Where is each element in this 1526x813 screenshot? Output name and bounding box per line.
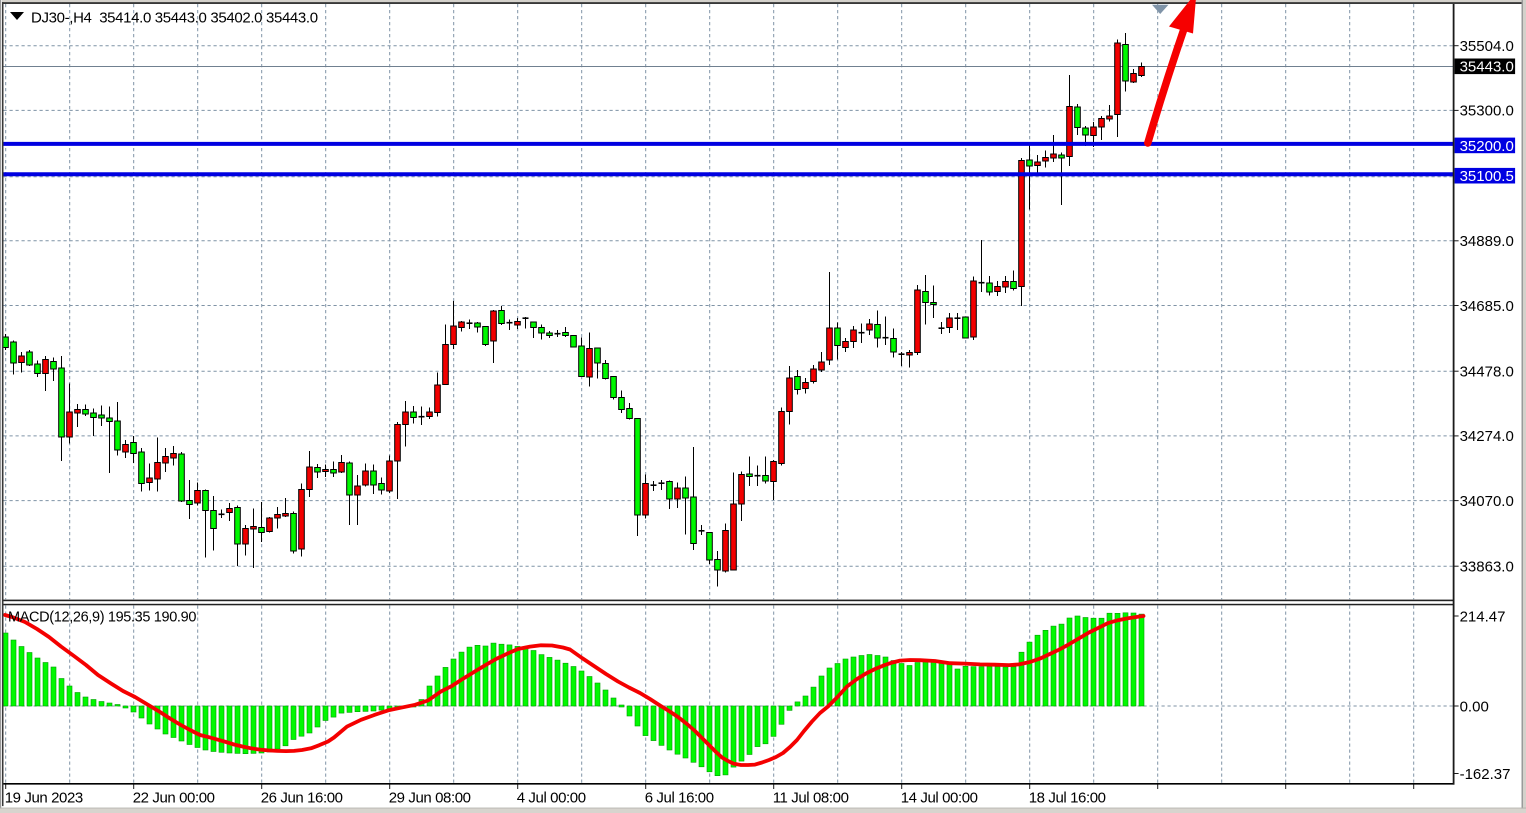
svg-text:34685.0: 34685.0 [1460,298,1514,315]
svg-text:DJ30-,H4 35414.0 35443.0 3540: DJ30-,H4 35414.0 35443.0 35402.0 35443.0 [31,10,318,27]
svg-text:34478.0: 34478.0 [1460,364,1514,381]
svg-text:29 Jun 08:00: 29 Jun 08:00 [389,789,471,806]
svg-text:MACD(12,26,9) 195.35 190.90: MACD(12,26,9) 195.35 190.90 [8,610,196,626]
svg-text:18 Jul 16:00: 18 Jul 16:00 [1029,789,1106,806]
svg-text:34274.0: 34274.0 [1460,428,1514,445]
svg-text:35300.0: 35300.0 [1460,103,1514,120]
svg-text:4 Jul 00:00: 4 Jul 00:00 [517,789,586,806]
svg-text:19 Jun 2023: 19 Jun 2023 [5,789,83,806]
svg-text:35443.0: 35443.0 [1460,59,1514,76]
svg-text:33863.0: 33863.0 [1460,559,1514,576]
svg-text:14 Jul 00:00: 14 Jul 00:00 [901,789,978,806]
svg-text:34889.0: 34889.0 [1460,233,1514,250]
svg-text:35100.5: 35100.5 [1460,168,1514,185]
svg-text:-162.37: -162.37 [1460,766,1511,783]
svg-text:6 Jul 16:00: 6 Jul 16:00 [645,789,714,806]
svg-text:214.47: 214.47 [1460,608,1506,625]
svg-text:35200.0: 35200.0 [1460,138,1514,155]
svg-text:0.00: 0.00 [1460,698,1489,715]
svg-text:11 Jul 08:00: 11 Jul 08:00 [773,789,849,806]
svg-text:22 Jun 00:00: 22 Jun 00:00 [133,789,215,806]
svg-text:26 Jun 16:00: 26 Jun 16:00 [261,789,343,806]
svg-text:34070.0: 34070.0 [1460,493,1514,510]
svg-text:35504.0: 35504.0 [1460,38,1514,55]
